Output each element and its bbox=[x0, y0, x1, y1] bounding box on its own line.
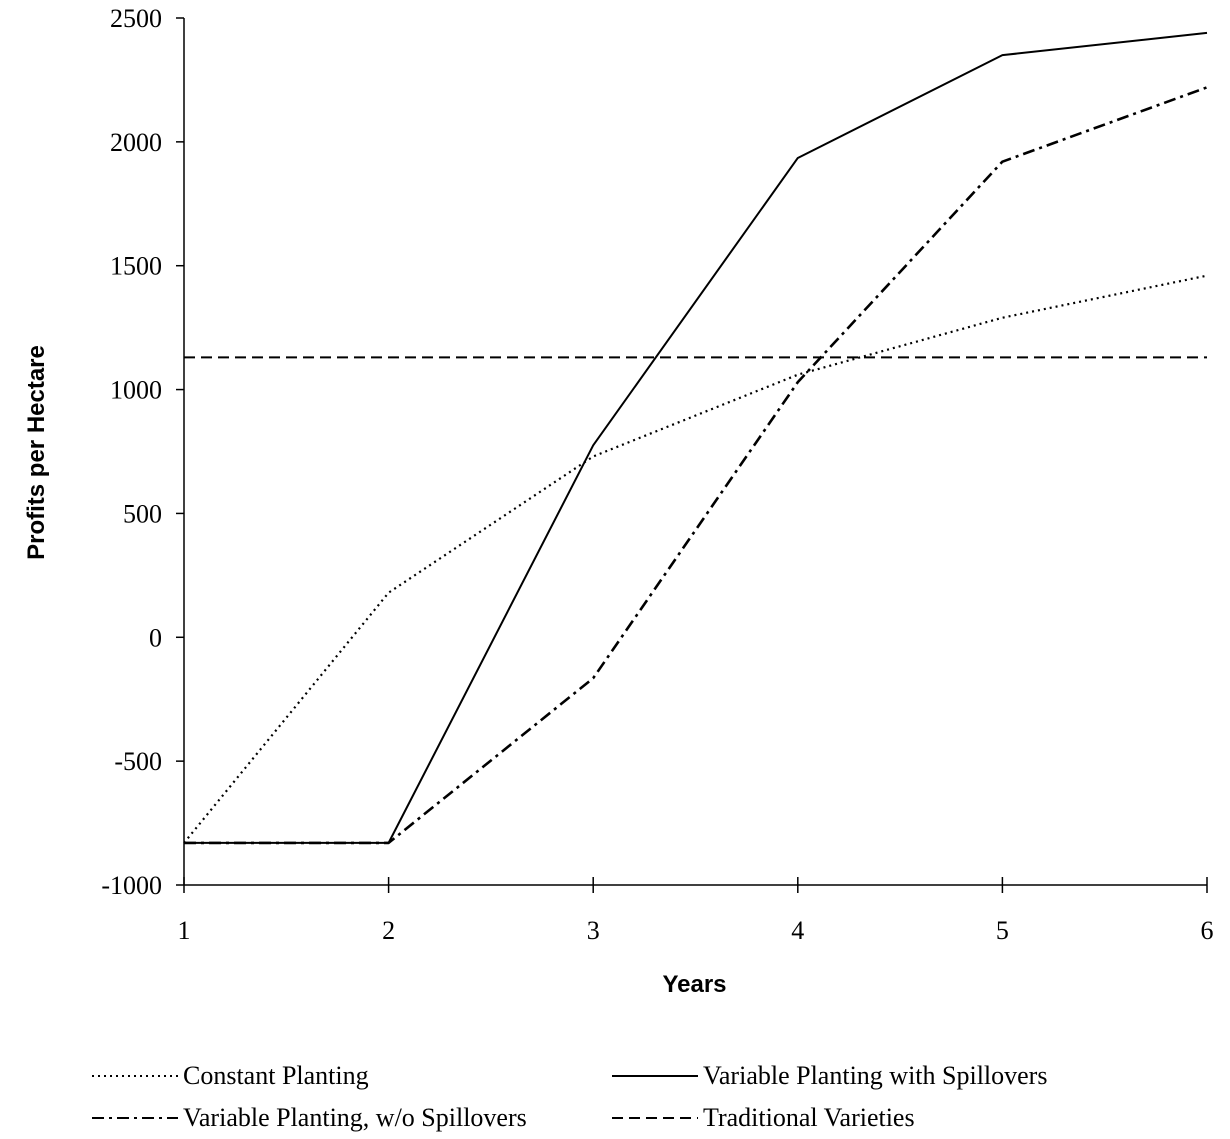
x-tick-label: 5 bbox=[996, 916, 1009, 945]
x-axis-ticks: 1 2 3 4 5 6 bbox=[178, 877, 1214, 945]
y-tick-label: -1000 bbox=[101, 871, 162, 900]
legend-label: Variable Planting, w/o Spillovers bbox=[183, 1103, 527, 1132]
y-tick-label: -500 bbox=[114, 747, 162, 776]
legend-label: Constant Planting bbox=[183, 1061, 369, 1090]
y-axis-ticks: 2500 2000 1500 1000 500 0 -500 -1000 bbox=[101, 4, 184, 900]
legend: Constant Planting Variable Planting with … bbox=[92, 1061, 1047, 1132]
y-tick-label: 2000 bbox=[110, 128, 162, 157]
x-tick-label: 4 bbox=[791, 916, 804, 945]
series-lines bbox=[183, 31, 1208, 845]
x-tick-label: 6 bbox=[1201, 916, 1214, 945]
y-tick-label: 0 bbox=[149, 623, 162, 652]
y-tick-label: 500 bbox=[123, 499, 162, 528]
x-axis-title: Years bbox=[662, 971, 726, 998]
y-tick-label: 2500 bbox=[110, 4, 162, 33]
series-line-dotted bbox=[183, 274, 1208, 844]
series-line-solid bbox=[184, 31, 1208, 844]
x-tick-label: 2 bbox=[382, 916, 395, 945]
y-axis-title: Profits per Hectare bbox=[23, 345, 50, 560]
legend-label: Traditional Varieties bbox=[703, 1103, 915, 1132]
y-tick-label: 1500 bbox=[110, 252, 162, 281]
x-tick-label: 1 bbox=[178, 916, 191, 945]
legend-label: Variable Planting with Spillovers bbox=[703, 1061, 1047, 1090]
y-tick-label: 1000 bbox=[110, 376, 162, 405]
x-tick-label: 3 bbox=[587, 916, 600, 945]
series-line-dashdot bbox=[184, 86, 1208, 845]
